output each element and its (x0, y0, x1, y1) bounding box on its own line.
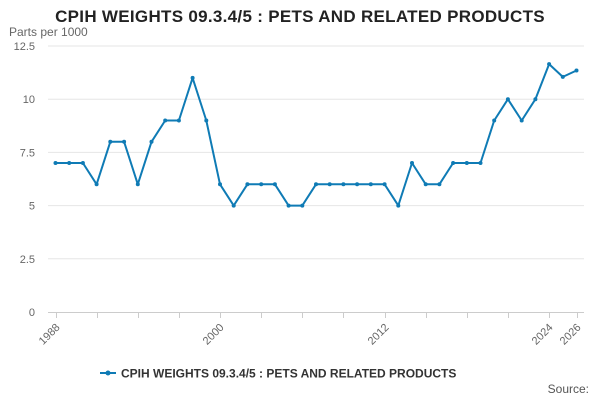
data-point[interactable] (190, 75, 195, 80)
data-point[interactable] (355, 182, 360, 187)
data-point[interactable] (437, 182, 442, 187)
data-point[interactable] (94, 182, 99, 187)
y-tick-label: 5 (29, 201, 35, 213)
data-point[interactable] (314, 182, 318, 187)
data-point[interactable] (53, 161, 58, 165)
data-point[interactable] (218, 182, 222, 187)
x-tick-label: 2000 (201, 322, 227, 348)
y-tick-label: 2.5 (20, 254, 35, 266)
data-point[interactable] (533, 97, 538, 102)
data-point[interactable] (122, 139, 127, 144)
legend-label[interactable]: CPIH WEIGHTS 09.3.4/5 : PETS AND RELATED… (121, 367, 456, 381)
data-point[interactable] (286, 203, 291, 208)
data-point[interactable] (464, 161, 469, 165)
data-point[interactable] (245, 182, 250, 187)
y-tick-label: 0 (29, 307, 35, 319)
data-point[interactable] (108, 139, 113, 144)
series (53, 62, 579, 208)
data-point[interactable] (272, 182, 277, 187)
data-point[interactable] (80, 161, 85, 165)
data-point[interactable] (135, 182, 140, 187)
x-tick-label: 2024 (530, 322, 556, 348)
data-point[interactable] (327, 182, 332, 187)
data-point[interactable] (492, 118, 497, 123)
data-point[interactable] (574, 68, 579, 73)
data-point[interactable] (204, 118, 209, 123)
x-axis: 1988 2000 2012 2024 2026 (37, 312, 584, 347)
data-point[interactable] (451, 161, 456, 165)
data-point[interactable] (67, 161, 72, 165)
data-point[interactable] (149, 139, 154, 144)
y-tick-label: 7.5 (20, 147, 35, 159)
source-label: Source: (547, 382, 589, 396)
data-point[interactable] (410, 161, 414, 165)
data-point[interactable] (560, 74, 565, 79)
data-point[interactable] (505, 97, 510, 102)
data-point[interactable] (547, 62, 552, 67)
y-axis-ticks: 0 2.5 5 7.5 10 12.5 (14, 41, 35, 319)
data-point[interactable] (396, 203, 401, 208)
data-point[interactable] (231, 203, 236, 208)
legend[interactable]: CPIH WEIGHTS 09.3.4/5 : PETS AND RELATED… (100, 367, 456, 381)
x-tick-label: 2012 (366, 322, 392, 348)
data-point[interactable] (382, 182, 387, 187)
data-point[interactable] (423, 182, 428, 187)
x-tick-label: 2026 (558, 322, 584, 348)
data-point[interactable] (163, 118, 168, 123)
data-point[interactable] (478, 161, 483, 165)
data-point[interactable] (259, 182, 264, 187)
y-tick-label: 12.5 (14, 41, 35, 53)
data-point[interactable] (300, 203, 305, 208)
y-axis-title: Parts per 1000 (9, 25, 88, 39)
data-point[interactable] (519, 118, 524, 123)
data-point[interactable] (368, 182, 373, 187)
x-tick-label: 1988 (37, 322, 63, 348)
legend-marker (105, 370, 111, 376)
data-point[interactable] (341, 182, 346, 187)
y-tick-label: 10 (23, 94, 35, 106)
data-point[interactable] (176, 118, 181, 123)
grid-lines (48, 45, 584, 260)
chart-title: CPIH WEIGHTS 09.3.4/5 : PETS AND RELATED… (55, 7, 545, 26)
